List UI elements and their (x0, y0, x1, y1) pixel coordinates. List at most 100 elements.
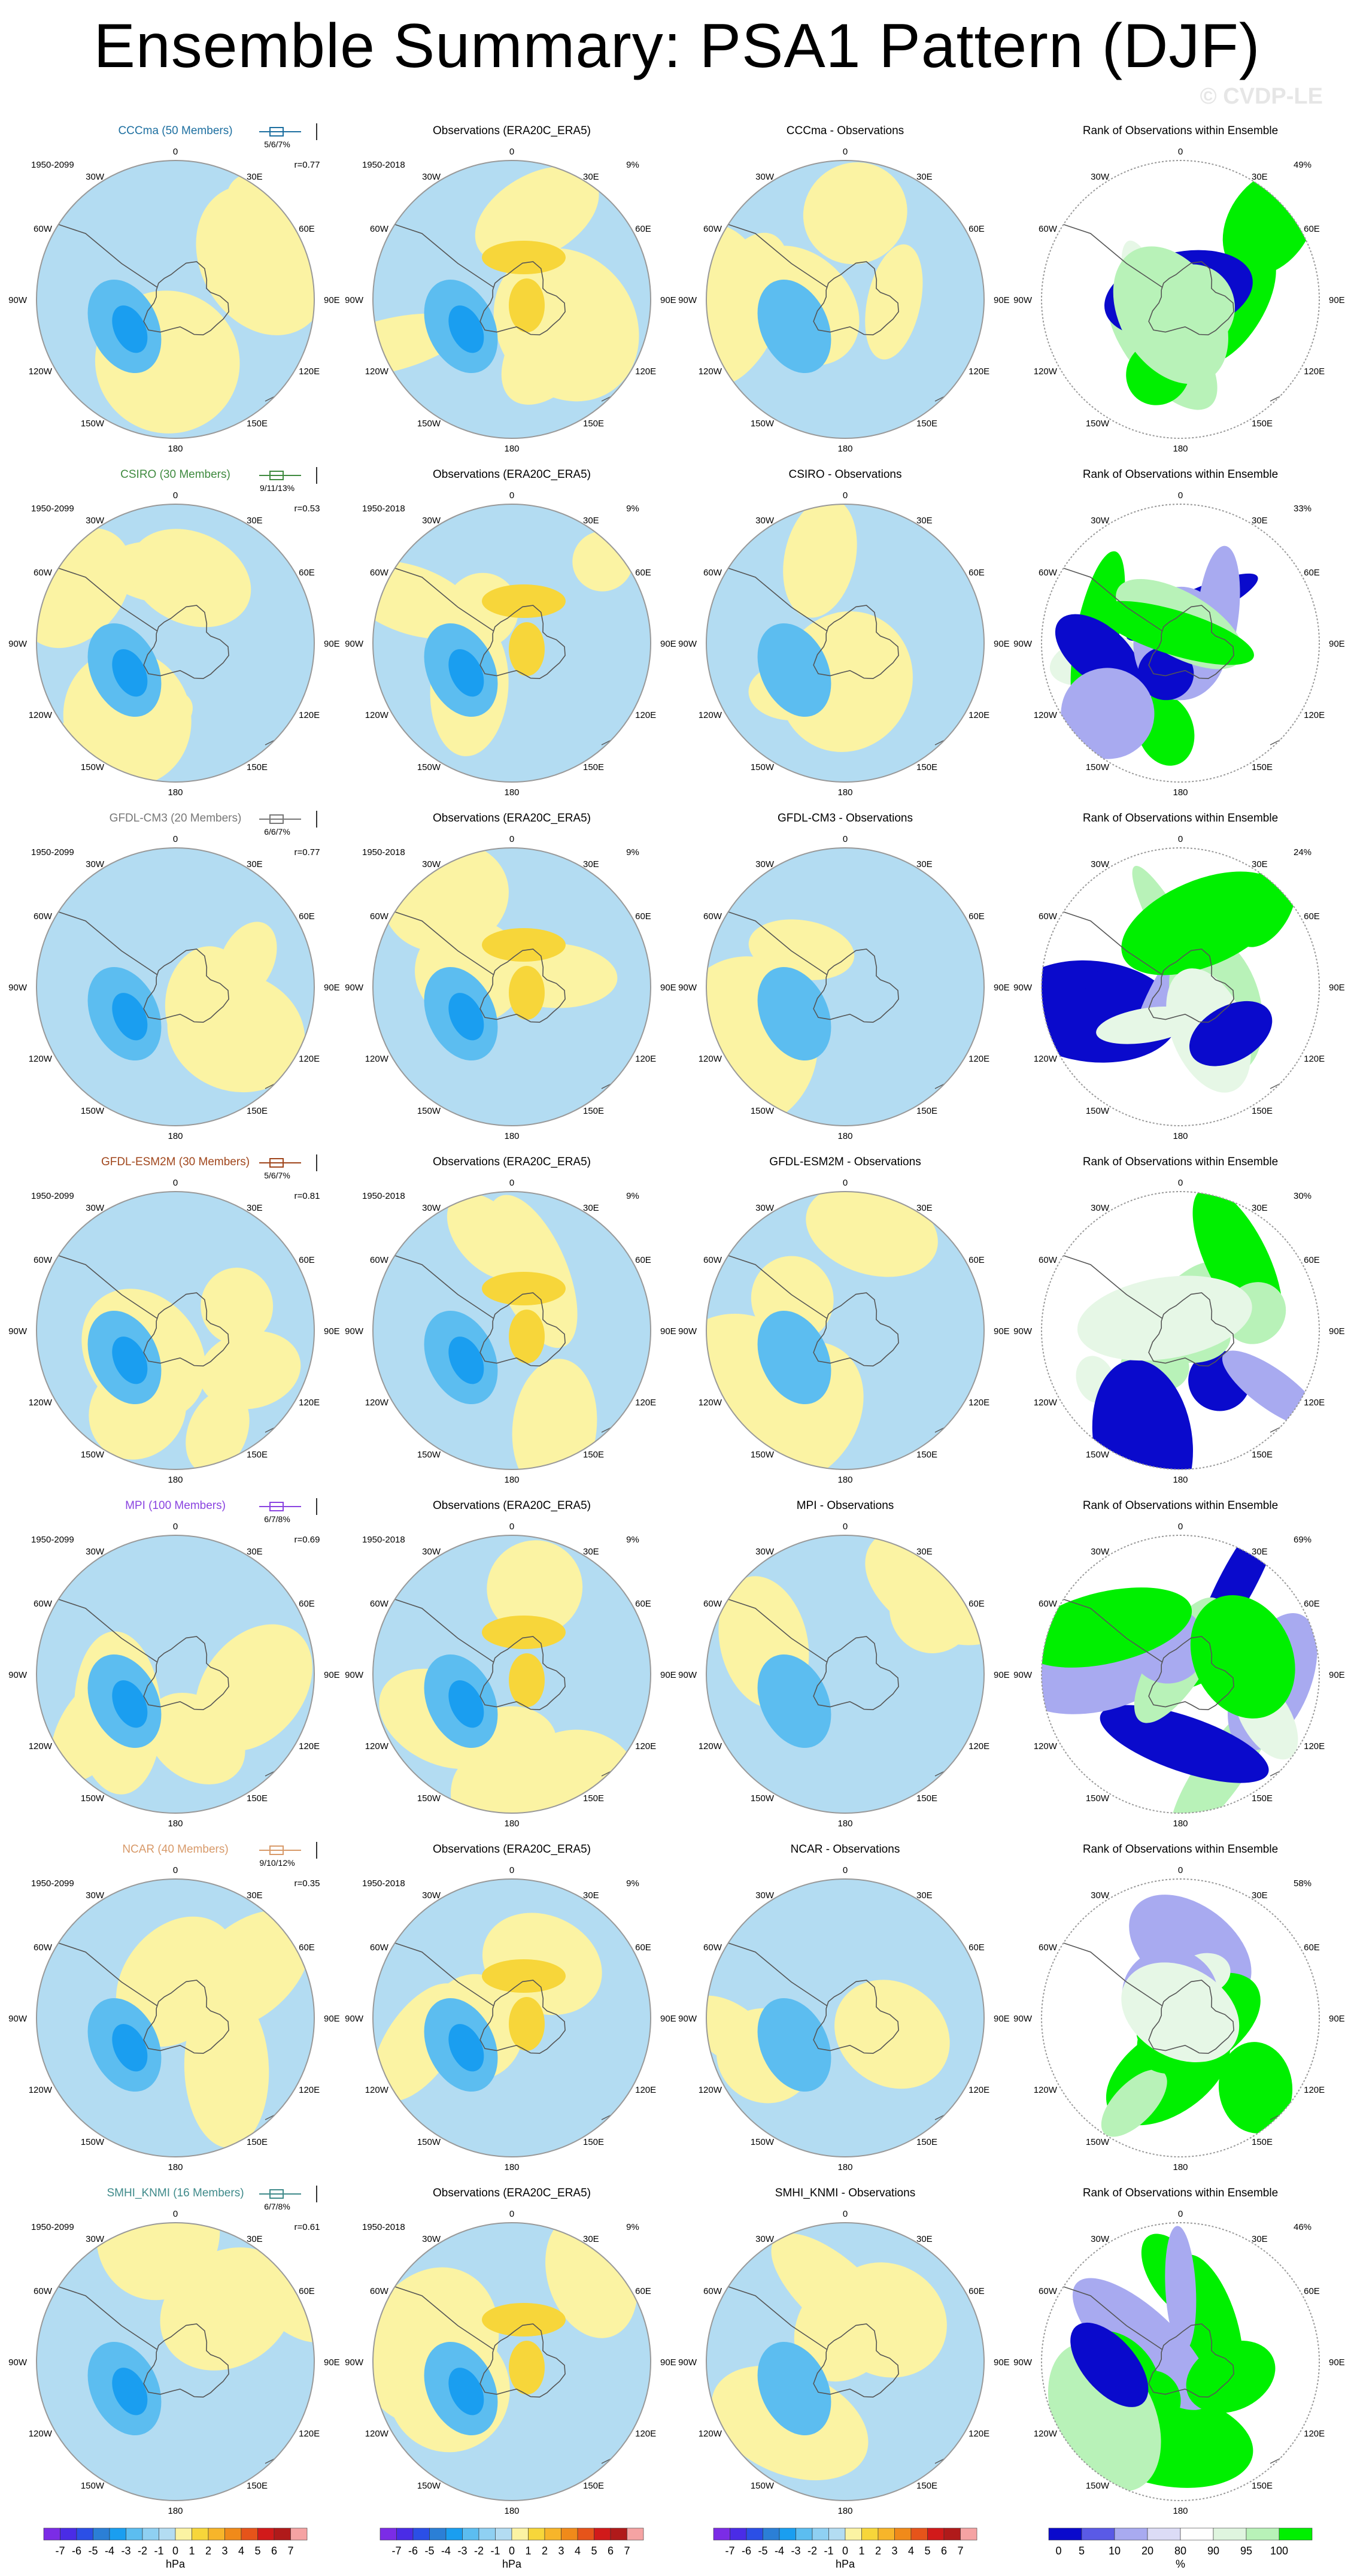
longitude-label: 30W (755, 1203, 775, 1213)
map-border (372, 1878, 651, 2157)
rank-panel: 0 30E 60E 90E 120E 150E 180 150W 120W 90W 60W 30W Ra… (1013, 125, 1345, 454)
longitude-label: 120W (699, 710, 722, 720)
longitude-label: 60E (1304, 568, 1320, 578)
variance-percent: 9% (626, 160, 639, 170)
longitude-label: 120W (365, 710, 389, 720)
south-america-coastline (1054, 908, 1163, 975)
model-panel: 0 30E 60E 90E 120E 150E 180 150W 120W 90W 60W 30W CC… (8, 123, 340, 454)
period-label: 1950-2099 (31, 1191, 74, 1201)
longitude-label: 90W (678, 295, 697, 305)
box-plot-box (269, 2189, 284, 2199)
longitude-label: 150E (247, 1793, 268, 1804)
difference-panel: 0 30E 60E 90E 120E 150E 180 150W 120W 90W 60W 30W GF… (678, 1156, 1010, 1485)
longitude-label: 120E (969, 2085, 989, 2095)
longitude-label: 60W (370, 2286, 389, 2296)
south-america-coastline (49, 908, 158, 975)
longitude-label: 90W (345, 1670, 364, 1680)
map-border (706, 1535, 985, 1814)
longitude-label: 120W (365, 1741, 389, 1751)
longitude-label: 60W (34, 911, 53, 922)
map-border (36, 847, 315, 1126)
longitude-label: 60W (370, 224, 389, 234)
variance-stats: 9/10/12% (259, 1858, 295, 1868)
colorbar-swatch (93, 2527, 110, 2541)
observations-panel: 0 30E 60E 90E 120E 150E 180 150W 120W 90W 60W 30W Ob… (345, 812, 676, 1141)
longitude-label: 30E (1252, 1890, 1268, 1901)
colorbar-tick-label: 3 (558, 2545, 564, 2557)
colorbar-swatch (224, 2527, 242, 2541)
longitude-label: 30W (86, 1547, 105, 1557)
period-label: 1950-2099 (31, 160, 74, 170)
longitude-label: 90W (8, 639, 28, 649)
colorbar-swatch (845, 2527, 862, 2541)
longitude-label: 90E (660, 2357, 676, 2368)
positive-anomaly-region (165, 946, 251, 1061)
longitude-label: 120E (635, 2085, 656, 2095)
longitude-label: 90E (660, 983, 676, 993)
longitude-label: 150W (81, 1450, 105, 1460)
longitude-label: 120W (29, 1398, 53, 1408)
south-america-coastline (1054, 565, 1163, 632)
longitude-label: 90E (324, 983, 340, 993)
longitude-label: 60E (1304, 1255, 1320, 1265)
longitude-label: 120E (1304, 366, 1325, 377)
colorbar-swatch (943, 2527, 961, 2541)
rank-percent: 30% (1294, 1191, 1312, 1201)
longitude-label: 120W (1034, 710, 1058, 720)
longitude-label: 30E (916, 516, 933, 526)
summary-row: 0 30E 60E 90E 120E 150E 180 150W 120W 90W 60W 30W SM… (8, 2186, 1345, 2516)
longitude-label: 60E (969, 2286, 985, 2296)
longitude-label: 60E (1304, 911, 1320, 922)
negative-anomaly-core (112, 2024, 148, 2072)
negative-anomaly-core (112, 305, 148, 353)
period-label: 1950-2099 (31, 1878, 74, 1889)
south-america-coastline (719, 565, 828, 632)
watermark-logo: © CVDP-LE (1200, 84, 1323, 109)
longitude-label: 90E (994, 1670, 1010, 1680)
rank-colorbar: 0 5 10 20 80 90 95 100% (1048, 2527, 1313, 2570)
longitude-label: 120E (635, 366, 656, 377)
colorbar-tick-label: 6 (271, 2545, 277, 2557)
colorbar-swatch (910, 2527, 928, 2541)
longitude-label: 150W (417, 2137, 441, 2147)
longitude-label: 180 (504, 787, 519, 798)
colorbar-tick-label: 4 (908, 2545, 914, 2557)
longitude-label: 120E (299, 2429, 320, 2439)
colorbar-tick-label: -1 (824, 2545, 833, 2557)
longitude-label: 30E (1252, 1203, 1268, 1213)
rank-region (1137, 646, 1194, 701)
longitude-label: 150E (916, 419, 937, 429)
longitude-label: 150W (417, 2481, 441, 2491)
south-america-coastline (385, 1596, 494, 1663)
colorbar-tick-label: 1 (189, 2545, 195, 2557)
colorbar-swatch (429, 2527, 447, 2541)
longitude-label: 180 (837, 444, 852, 454)
south-america-coastline (719, 1939, 828, 2007)
longitude-label: 30W (755, 1547, 775, 1557)
colorbar-unit: hPa (836, 2558, 855, 2570)
period-label: 1950-2099 (31, 847, 74, 857)
map-border (706, 160, 985, 439)
longitude-label: 150E (247, 419, 268, 429)
model-title: GFDL-ESM2M (30 Members) (101, 1156, 250, 1168)
colorbar-tick-label: -5 (424, 2545, 434, 2557)
antarctica-coastline (1148, 1292, 1234, 1367)
longitude-label: 90E (660, 1326, 676, 1337)
rank-region (1101, 2069, 1167, 2137)
longitude-label: 90E (1329, 1326, 1345, 1337)
longitude-label: 0 (843, 834, 848, 844)
positive-anomaly-region (834, 1980, 950, 2089)
longitude-label: 60E (635, 1599, 651, 1609)
longitude-label: 60W (1039, 1942, 1058, 1953)
rank-region (1150, 264, 1235, 351)
positive-anomaly-region (507, 1729, 639, 1813)
map-border (1041, 504, 1320, 783)
observations-panel: 0 30E 60E 90E 120E 150E 180 150W 120W 90W 60W 30W Ob… (345, 468, 676, 798)
rank-region (1189, 1001, 1273, 1066)
summary-row: 0 30E 60E 90E 120E 150E 180 150W 120W 90W 60W 30W CS… (8, 467, 1345, 798)
colorbar-tick-label: 1 (525, 2545, 531, 2557)
colorbar-swatch (577, 2527, 594, 2541)
longitude-label: 30E (1252, 859, 1268, 869)
colorbar-swatch (561, 2527, 578, 2541)
longitude-label: 30E (1252, 172, 1268, 182)
